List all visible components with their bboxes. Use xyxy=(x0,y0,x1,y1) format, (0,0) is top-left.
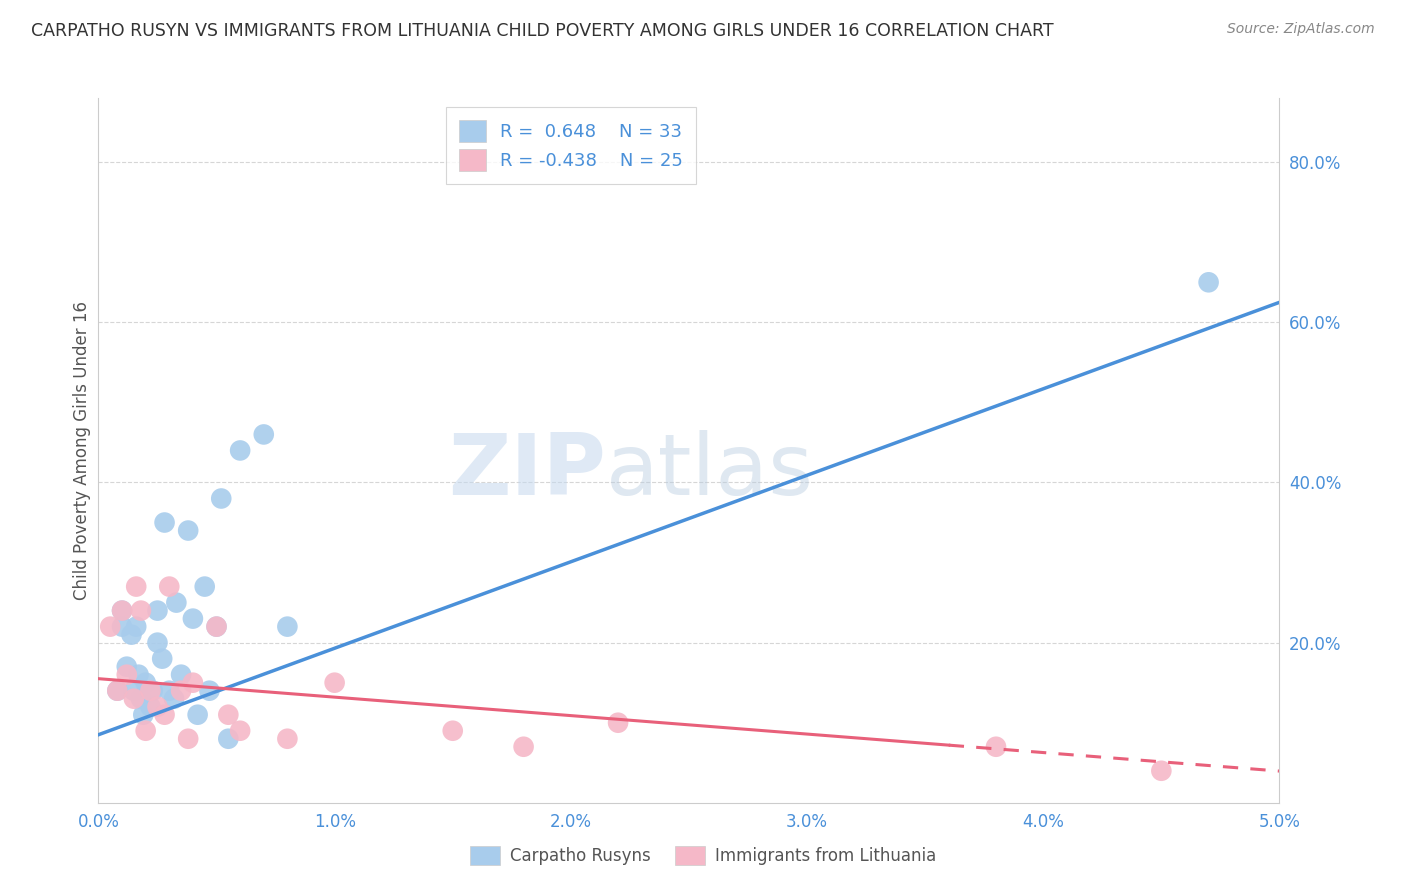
Point xyxy=(146,604,169,618)
Point xyxy=(229,443,252,458)
Point xyxy=(142,683,165,698)
Point xyxy=(198,683,221,698)
Point xyxy=(121,627,143,641)
Point xyxy=(163,691,186,706)
Point xyxy=(135,723,157,738)
Point xyxy=(1198,275,1220,289)
Point xyxy=(181,612,204,626)
Point xyxy=(153,707,176,722)
Point xyxy=(129,691,152,706)
Point xyxy=(1150,764,1173,778)
Point xyxy=(122,691,145,706)
Point xyxy=(276,619,298,633)
Point xyxy=(115,667,138,681)
Point xyxy=(111,604,134,618)
Point xyxy=(217,731,239,746)
Point xyxy=(125,580,148,594)
Point xyxy=(115,659,138,673)
Point xyxy=(209,491,232,506)
Point xyxy=(139,683,162,698)
Point xyxy=(205,619,228,633)
Point xyxy=(128,667,150,681)
Point xyxy=(98,619,121,633)
Point xyxy=(181,675,204,690)
Point xyxy=(111,619,134,633)
Point xyxy=(187,707,209,722)
Point xyxy=(146,699,169,714)
Point xyxy=(146,635,169,649)
Point xyxy=(129,604,152,618)
Point xyxy=(512,739,534,754)
Point xyxy=(177,524,200,538)
Point xyxy=(607,715,630,730)
Point xyxy=(194,580,217,594)
Point xyxy=(125,619,148,633)
Point xyxy=(205,619,228,633)
Point xyxy=(105,683,128,698)
Point xyxy=(150,651,173,665)
Legend: R =  0.648    N = 33, R = -0.438    N = 25: R = 0.648 N = 33, R = -0.438 N = 25 xyxy=(446,107,696,184)
Point xyxy=(984,739,1007,754)
Point xyxy=(253,427,276,442)
Point xyxy=(122,683,145,698)
Point xyxy=(276,731,298,746)
Point xyxy=(153,516,176,530)
Point xyxy=(135,675,157,690)
Point xyxy=(177,731,200,746)
Point xyxy=(111,604,134,618)
Legend: Carpatho Rusyns, Immigrants from Lithuania: Carpatho Rusyns, Immigrants from Lithuan… xyxy=(463,839,943,872)
Text: ZIP: ZIP xyxy=(449,430,606,513)
Point xyxy=(105,683,128,698)
Point xyxy=(323,675,346,690)
Point xyxy=(157,683,180,698)
Y-axis label: Child Poverty Among Girls Under 16: Child Poverty Among Girls Under 16 xyxy=(73,301,91,600)
Point xyxy=(165,596,187,610)
Point xyxy=(132,707,155,722)
Text: CARPATHO RUSYN VS IMMIGRANTS FROM LITHUANIA CHILD POVERTY AMONG GIRLS UNDER 16 C: CARPATHO RUSYN VS IMMIGRANTS FROM LITHUA… xyxy=(31,22,1053,40)
Point xyxy=(441,723,464,738)
Text: atlas: atlas xyxy=(606,430,814,513)
Point xyxy=(170,667,193,681)
Point xyxy=(157,580,180,594)
Point xyxy=(170,683,193,698)
Point xyxy=(217,707,239,722)
Point xyxy=(139,699,162,714)
Text: Source: ZipAtlas.com: Source: ZipAtlas.com xyxy=(1227,22,1375,37)
Point xyxy=(229,723,252,738)
